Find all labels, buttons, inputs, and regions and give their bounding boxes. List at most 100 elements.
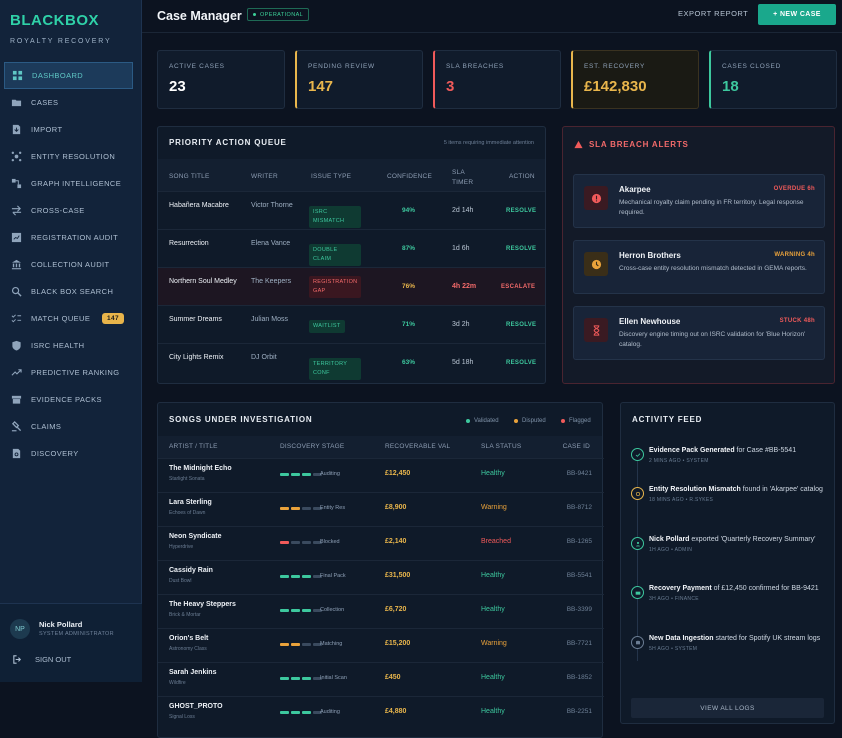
song-title: Northern Soul Medley (169, 278, 237, 285)
discovery-stage: Initial Scan (320, 675, 347, 681)
sign-out-button[interactable]: SIGN OUT (12, 654, 71, 665)
feed-detail: for Case #BB-5541 (734, 447, 797, 454)
table-row[interactable]: Cassidy Rain Dust Bowl Final Pack £31,500 He… (158, 560, 604, 594)
resolve-button[interactable]: RESOLVE (506, 246, 537, 252)
resolve-button[interactable]: RESOLVE (506, 322, 537, 328)
activity-feed: ACTIVITY FEED Evidence Pack Generated fo… (620, 402, 835, 724)
search-icon (10, 286, 22, 297)
sidebar-item-cases[interactable]: CASES (0, 89, 142, 116)
discovery-stage: Auditing (320, 709, 340, 715)
feed-meta: 1H AGO • ADMIN (649, 546, 693, 553)
table-row[interactable]: The Heavy Steppers Brick & Mortar Collecti… (158, 594, 604, 628)
feed-meta: 2 MINS AGO • SYSTEM (649, 457, 709, 464)
sidebar-item-black-box-search[interactable]: BLACK BOX SEARCH (0, 278, 142, 305)
kpi-card-est-recovery: EST. RECOVERY £142,830 (571, 50, 699, 109)
kpi-label: PENDING REVIEW (308, 63, 375, 70)
sidebar-item-graph-intelligence[interactable]: GRAPH INTELLIGENCE (0, 170, 142, 197)
feed-meta: 3H AGO • FINANCE (649, 595, 699, 602)
artist-name: GHOST_PROTO (169, 703, 223, 710)
sidebar-item-dashboard[interactable]: DASHBOARD (4, 62, 133, 89)
stage-segment (280, 609, 289, 612)
col-sla-status: SLA STATUS (481, 443, 522, 450)
legend-validated-label: Validated (474, 418, 499, 424)
table-row[interactable]: The Midnight Echo Starlight Sonata Auditin… (158, 458, 604, 492)
kpi-card-active-cases: ACTIVE CASES 23 (157, 50, 285, 109)
sidebar-item-label: DASHBOARD (32, 71, 84, 80)
alerts-title: SLA BREACH ALERTS (589, 140, 689, 149)
feed-item[interactable]: Evidence Pack Generated for Case #BB-554… (649, 446, 829, 464)
sidebar-item-isrc-health[interactable]: ISRC HEALTH (0, 332, 142, 359)
feed-item[interactable]: Nick Pollard exported 'Quarterly Recover… (649, 535, 829, 553)
alert-description: Discovery engine timing out on ISRC vali… (619, 331, 806, 348)
alert-name: Ellen Newhouse (619, 317, 681, 326)
sidebar-item-import[interactable]: IMPORT (0, 116, 142, 143)
table-row[interactable]: Northern Soul Medley The Keepers REGISTRAT… (158, 267, 545, 306)
feed-timeline (637, 451, 638, 661)
user-name: Nick Pollard (39, 620, 83, 629)
sidebar-item-cross-case[interactable]: CROSS-CASE (0, 197, 142, 224)
alert-description: Cross-case entity resolution mismatch de… (619, 265, 807, 272)
hourglass-icon (584, 318, 608, 342)
table-row[interactable]: Lara Sterling Echoes of Dawn Entity Res £8,… (158, 492, 604, 526)
feed-item[interactable]: Recovery Payment of £12,450 confirmed fo… (649, 584, 829, 602)
resolve-button[interactable]: RESOLVE (506, 360, 537, 366)
table-row[interactable]: Resurrection Elena Vance DOUBLE CLAIM 87% 1d… (158, 229, 545, 268)
song-title: Signal Loss (169, 714, 195, 720)
song-title: Echoes of Dawn (169, 510, 206, 516)
sidebar-item-match-queue[interactable]: MATCH QUEUE 147 (0, 305, 142, 332)
network-icon (10, 151, 22, 162)
sidebar-item-evidence-packs[interactable]: EVIDENCE PACKS (0, 386, 142, 413)
sidebar-item-discovery[interactable]: DISCOVERY (0, 440, 142, 467)
sla-alert-card[interactable]: Akarpee OVERDUE 6h Mechanical royalty clai… (573, 174, 825, 228)
songs-under-investigation: SONGS UNDER INVESTIGATION Validated Disp… (157, 402, 604, 738)
songs-header: ARTIST / TITLE DISCOVERY STAGE RECOVERAB… (158, 436, 602, 458)
check-icon (631, 448, 644, 461)
sla-alert-card[interactable]: Herron Brothers WARNING 4h Cross-case enti… (573, 240, 825, 294)
sidebar-item-collection-audit[interactable]: COLLECTION AUDIT (0, 251, 142, 278)
table-row[interactable]: Neon Syndicate Hyperdrive Blocked £2,140 Bre… (158, 526, 604, 560)
sidebar-item-registration-audit[interactable]: REGISTRATION AUDIT (0, 224, 142, 251)
col-case-id: CASE ID (562, 443, 590, 450)
artist-name: Sarah Jenkins (169, 669, 217, 676)
feed-item[interactable]: New Data Ingestion started for Spotify U… (649, 634, 829, 652)
table-row[interactable]: Orion's Belt Astronomy Class Matching £15,2… (158, 628, 604, 662)
sidebar-item-claims[interactable]: CLAIMS (0, 413, 142, 440)
table-row[interactable]: Sarah Jenkins Wildfire Initial Scan £450 Hea… (158, 662, 604, 696)
new-case-button[interactable]: + NEW CASE (758, 4, 836, 25)
avatar[interactable]: NP (10, 619, 30, 639)
case-id: BB-8712 (566, 504, 592, 511)
sla-status: Healthy (481, 708, 505, 715)
case-id: BB-1265 (566, 538, 592, 545)
kpi-label: CASES CLOSED (722, 63, 781, 70)
artist-name: Neon Syndicate (169, 533, 222, 540)
sla-status: Healthy (481, 606, 505, 613)
export-report-button[interactable]: EXPORT REPORT (678, 9, 749, 18)
stage-segment (280, 677, 289, 680)
resolve-button[interactable]: RESOLVE (506, 208, 537, 214)
escalate-button[interactable]: ESCALATE (501, 284, 536, 290)
recoverable-value: £2,140 (385, 538, 407, 545)
table-row[interactable]: GHOST_PROTO Signal Loss Auditing £4,880 Heal… (158, 696, 604, 730)
view-all-logs-button[interactable]: VIEW ALL LOGS (631, 698, 824, 718)
table-row[interactable]: City Lights Remix DJ Orbit TERRITORY CONF 6… (158, 343, 545, 382)
sla-alert-card[interactable]: Ellen Newhouse STUCK 48h Discovery engine … (573, 306, 825, 360)
stage-segment (313, 677, 322, 680)
kpi-card-sla-breaches: SLA BREACHES 3 (433, 50, 561, 109)
feed-event: Nick Pollard (649, 536, 690, 543)
song-title: Dust Bowl (169, 578, 192, 584)
kpi-value: 147 (308, 78, 334, 95)
user-panel: NP Nick Pollard SYSTEM ADMINISTRATOR SIG… (0, 603, 142, 682)
recoverable-value: £31,500 (385, 572, 411, 579)
feed-event: Entity Resolution Mismatch (649, 486, 741, 493)
table-row[interactable]: Habañera Macabre Victor Thorne ISRC MISMAT… (158, 191, 545, 230)
queue-note: 5 items requiring immediate attention (443, 140, 534, 146)
feed-event: Recovery Payment (649, 585, 712, 592)
feed-item[interactable]: Entity Resolution Mismatch found in 'Aka… (649, 485, 829, 503)
sidebar-item-predictive-ranking[interactable]: PREDICTIVE RANKING (0, 359, 142, 386)
kpi-card-pending-review: PENDING REVIEW 147 (295, 50, 423, 109)
top-bar: Case Manager OPERATIONAL EXPORT REPORT +… (142, 0, 842, 33)
table-row[interactable]: Summer Dreams Julian Moss WAITLIST 71% 3d 2h… (158, 305, 545, 344)
kpi-value: 18 (722, 78, 739, 95)
issue-type-tag: WAITLIST (309, 320, 345, 333)
sidebar-item-entity-resolution[interactable]: ENTITY RESOLUTION (0, 143, 142, 170)
